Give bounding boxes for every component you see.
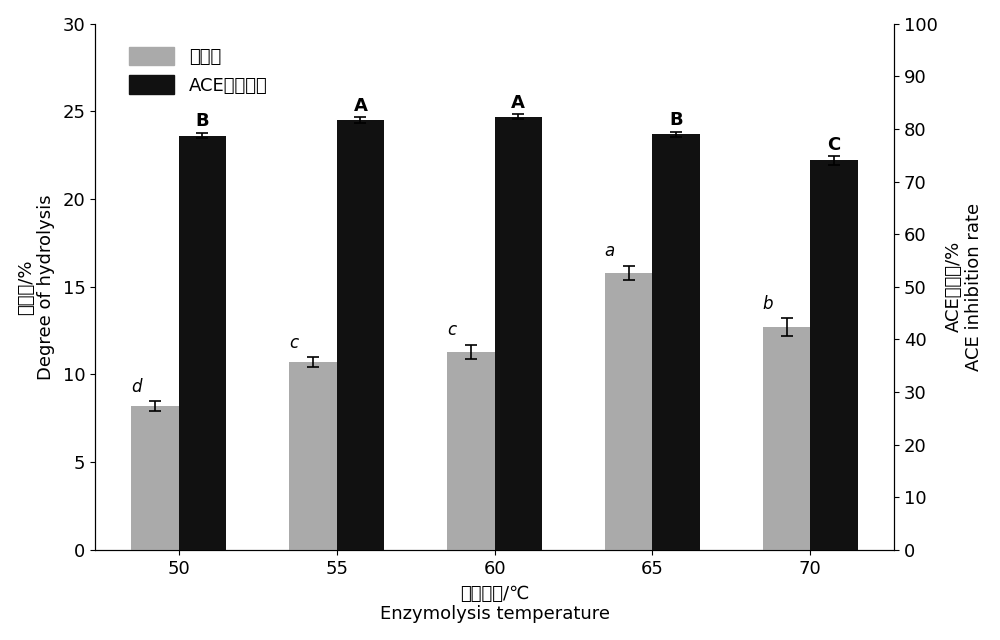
Text: a: a [605, 243, 615, 260]
Bar [289, 362, 337, 550]
Bar [495, 117, 542, 550]
X-axis label: 酶解温度/℃
Enzymolysis temperature: 酶解温度/℃ Enzymolysis temperature [380, 584, 610, 623]
Bar [447, 351, 495, 550]
Bar [131, 406, 179, 550]
Text: B: B [196, 113, 209, 131]
Bar [605, 273, 652, 550]
Y-axis label: 水解度/%
Degree of hydrolysis: 水解度/% Degree of hydrolysis [17, 194, 55, 380]
Text: d: d [131, 378, 141, 396]
Text: B: B [669, 111, 683, 129]
Text: C: C [827, 136, 841, 154]
Text: A: A [511, 93, 525, 111]
Bar [763, 327, 810, 550]
Text: c: c [447, 321, 456, 339]
Text: b: b [762, 295, 773, 313]
Bar [652, 134, 700, 550]
Text: A: A [353, 97, 367, 115]
Bar [810, 161, 858, 550]
Bar [179, 136, 226, 550]
Text: c: c [289, 333, 299, 351]
Bar [337, 120, 384, 550]
Y-axis label: ACE抑制率/%
ACE inhibition rate: ACE抑制率/% ACE inhibition rate [945, 203, 983, 371]
Legend: 水解度, ACE抑制活性: 水解度, ACE抑制活性 [120, 38, 277, 104]
